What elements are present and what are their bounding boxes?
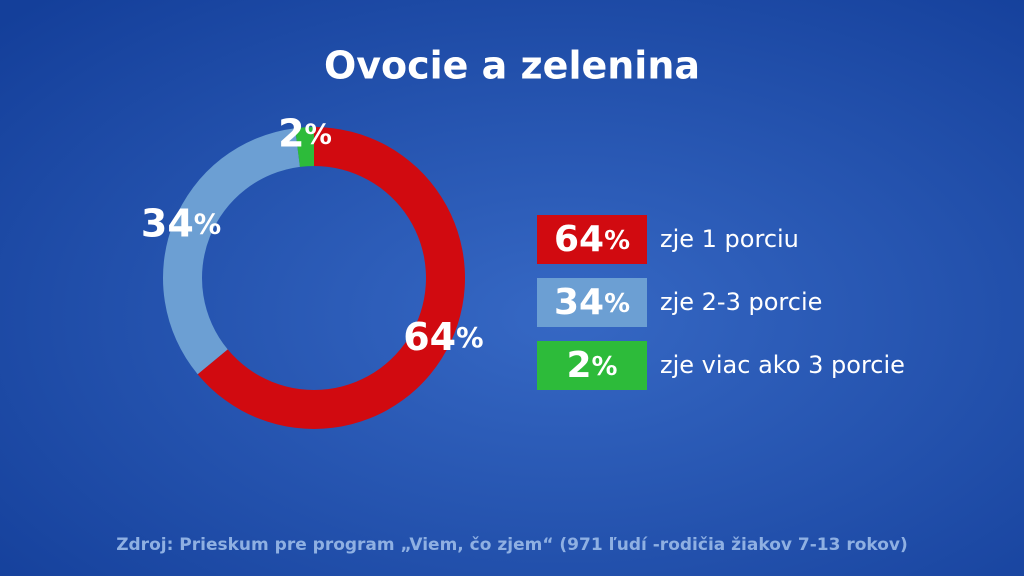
legend-label: zje 2-3 porcie — [660, 288, 822, 316]
pie-slice — [295, 127, 314, 167]
source: Zdroj: Prieskum pre program „Viem, čo zj… — [116, 535, 908, 555]
chart-title: Ovocie a zelenina — [324, 44, 700, 88]
pie-slice — [197, 127, 465, 430]
legend-swatch — [537, 278, 647, 327]
legend-swatch — [537, 341, 647, 390]
value-label: 2% — [566, 345, 617, 386]
legend-label: zje viac ako 3 porcie — [660, 351, 905, 379]
value-label: 64% — [403, 314, 483, 358]
value-label: 2% — [278, 111, 332, 155]
legend-label: zje 1 porciu — [660, 225, 799, 253]
value-label: 34% — [554, 282, 630, 323]
value-label: 34% — [141, 201, 221, 245]
legend-swatch — [537, 215, 647, 264]
pie-slice — [163, 128, 300, 375]
value-label: 64% — [554, 219, 630, 260]
